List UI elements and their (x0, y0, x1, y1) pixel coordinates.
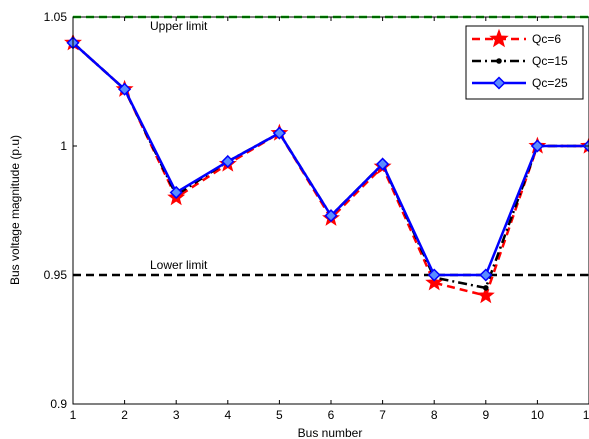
series-3-point-7 (376, 157, 390, 171)
series-1-point-8 (425, 273, 444, 291)
x-tick-label-6: 6 (328, 408, 335, 422)
series-3-point-5 (272, 126, 286, 140)
y-axis-label: Bus voltage magnitude (p.u) (8, 135, 22, 285)
series-3-point-9 (479, 268, 493, 282)
series-3-point-10 (530, 139, 544, 153)
x-tick-label-4: 4 (224, 408, 231, 422)
legend: Qc=6 Qc=15 Qc=25 (465, 25, 584, 100)
series-3 (66, 36, 589, 282)
series-3-point-6 (324, 209, 338, 223)
x-tick-label-8: 8 (431, 408, 438, 422)
y-tick-label-3: 1 (60, 139, 67, 153)
series-3-point-2 (118, 82, 132, 96)
legend-label-1: Qc=6 (532, 32, 561, 46)
series-3-point-3 (169, 185, 183, 200)
series-3-point-4 (221, 154, 235, 169)
reference-label-1: Upper limit (150, 19, 208, 33)
y-tick-label-4: 1.05 (44, 10, 68, 24)
x-tick-label-10: 10 (531, 408, 545, 422)
x-tick-label-7: 7 (379, 408, 386, 422)
x-tick-label-2: 2 (121, 408, 128, 422)
x-tick-label-5: 5 (276, 408, 283, 422)
x-tick-label-11: 11 (583, 408, 589, 422)
series-3-point-8 (427, 268, 441, 282)
legend-label-2: Qc=15 (532, 54, 568, 68)
legend-label-3: Qc=25 (532, 76, 568, 90)
reference-label-2: Lower limit (150, 258, 208, 272)
series-1-point-9 (476, 286, 495, 304)
x-tick-label-1: 1 (70, 408, 77, 422)
series-lines (64, 33, 589, 304)
legend-marker-1 (489, 28, 509, 48)
legend-marker-3 (492, 76, 506, 90)
legend-marker-2 (496, 58, 502, 64)
plot-frame (72, 16, 589, 405)
x-tick-label-3: 3 (173, 408, 180, 422)
series-2-point-9 (483, 285, 489, 291)
y-tick-label-2: 0.95 (44, 268, 68, 282)
x-axis-label: Bus number (298, 426, 363, 439)
x-tick-label-9: 9 (482, 408, 489, 422)
y-tick-label-1: 0.9 (50, 397, 67, 411)
axis-ticks: 1 2 3 4 5 6 7 8 9 10 11 0.9 0.95 1 1.05 (44, 10, 589, 422)
